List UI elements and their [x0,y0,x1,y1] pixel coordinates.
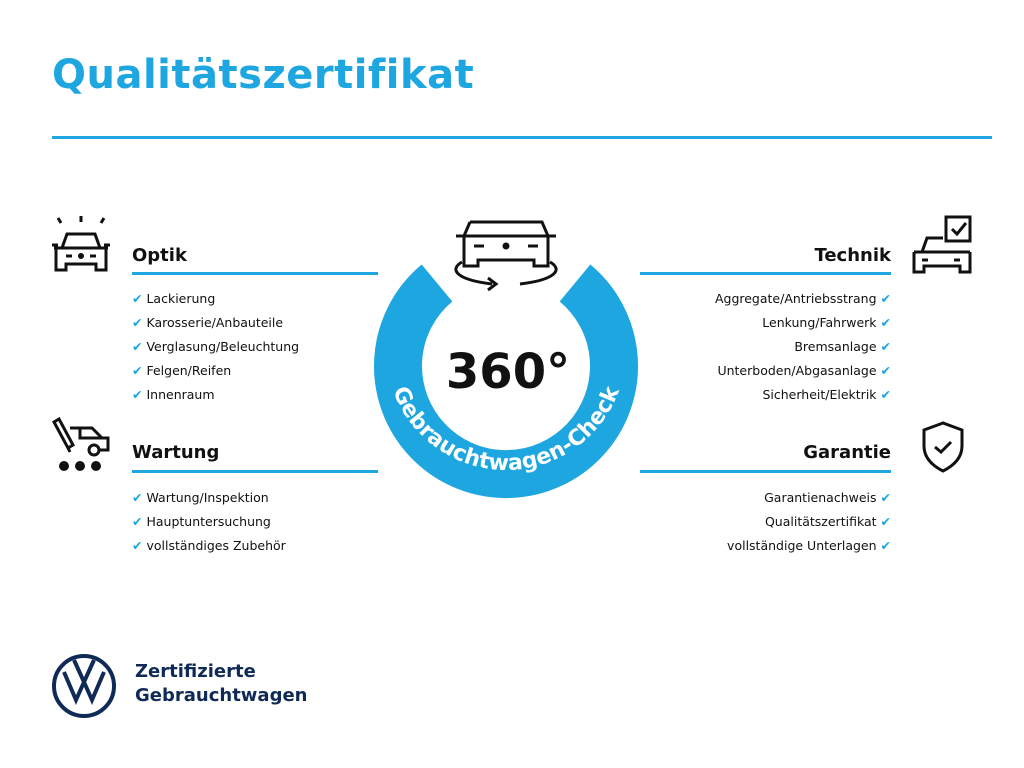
garantie-list: Garantienachweis ✔ Qualitätszertifikat ✔… [640,486,891,558]
list-item: Lenkung/Fahrwerk ✔ [762,315,891,330]
check-icon: ✔ [132,387,143,402]
brand-text: Zertifizierte Gebrauchtwagen [135,661,308,706]
list-item: vollständige Unterlagen ✔ [727,538,891,553]
list-item: ✔ Karosserie/Anbauteile [132,315,284,330]
section-heading-optik: Optik [132,245,187,266]
check-icon: ✔ [880,291,891,306]
list-item: ✔ Wartung/Inspektion [132,490,269,505]
section-divider [640,470,891,473]
check-icon: ✔ [880,387,891,402]
car-rotate-icon [454,220,558,292]
list-item: ✔ Hauptuntersuchung [132,514,271,529]
section-divider [132,470,378,473]
section-heading-garantie: Garantie [803,442,891,463]
check-icon: ✔ [132,363,143,378]
check-icon: ✔ [132,315,143,330]
list-item: Sicherheit/Elektrik ✔ [762,387,891,402]
list-item: ✔ vollständiges Zubehör [132,538,286,553]
360-label: 360° [446,344,570,400]
list-item: Bremsanlage ✔ [794,339,891,354]
optik-list: ✔ Lackierung ✔ Karosserie/Anbauteile ✔ V… [132,287,299,407]
section-divider [640,272,891,275]
list-item: Garantienachweis ✔ [764,490,891,505]
shield-check-icon [922,421,964,473]
wartung-list: ✔ Wartung/Inspektion ✔ Hauptuntersuchung… [132,486,286,558]
check-icon: ✔ [880,315,891,330]
list-item: ✔ Felgen/Reifen [132,363,232,378]
check-icon: ✔ [132,291,143,306]
list-item: Qualitätszertifikat ✔ [764,514,891,529]
check-icon: ✔ [880,538,891,553]
maintenance-icon [52,416,110,471]
section-heading-wartung: Wartung [132,442,220,463]
check-icon: ✔ [880,514,891,529]
list-item: Unterboden/Abgasanlage ✔ [717,363,891,378]
technik-list: Aggregate/Antriebsstrang ✔ Lenkung/Fahrw… [640,287,891,407]
ring [374,264,638,499]
page-title: Qualitätszertifikat [52,52,475,98]
title-divider [52,136,992,139]
list-item: ✔ Verglasung/Beleuchtung [132,339,300,354]
list-item: ✔ Lackierung [132,291,216,306]
car-checklist-icon [912,215,972,274]
list-item: Aggregate/Antriebsstrang ✔ [714,291,891,306]
check-icon: ✔ [880,363,891,378]
car-lights-icon [52,216,110,272]
check-icon: ✔ [132,514,143,529]
section-heading-technik: Technik [814,245,891,266]
check-icon: ✔ [132,538,143,553]
check-icon: ✔ [132,490,143,505]
section-divider [132,272,378,275]
check-icon: ✔ [880,490,891,505]
check-icon: ✔ [132,339,143,354]
check-icon: ✔ [880,339,891,354]
list-item: ✔ Innenraum [132,387,215,402]
vw-logo [52,654,116,718]
